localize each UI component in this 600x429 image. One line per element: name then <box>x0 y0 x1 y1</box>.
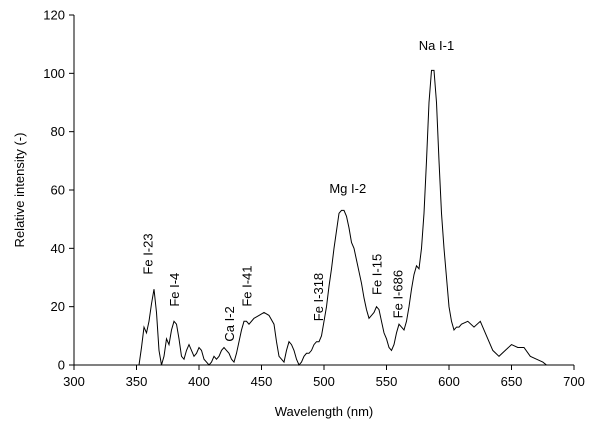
x-tick-label: 350 <box>126 374 148 389</box>
y-tick-label: 60 <box>51 183 65 198</box>
y-tick-label: 40 <box>51 241 65 256</box>
x-axis-title: Wavelength (nm) <box>275 404 374 419</box>
peak-label: Fe I-686 <box>391 270 406 318</box>
y-axis-ticks: 0 20 40 60 80 100 120 <box>43 8 74 373</box>
peak-annotations: Na I-1 Mg I-2 Fe I-23 Fe I-4 Ca I-2Fe I-41 Fe… <box>141 38 454 342</box>
peak-label: Fe I-4 <box>167 273 182 307</box>
peak-label: Na I-1 <box>419 38 454 53</box>
peak-label: Mg I-2 <box>329 181 366 196</box>
y-axis-title: Relative intensity (-) <box>12 133 27 248</box>
x-tick-label: 300 <box>63 374 85 389</box>
peak-label: Fe I-23 <box>141 233 156 274</box>
y-tick-label: 120 <box>43 8 65 23</box>
x-tick-label: 450 <box>251 374 273 389</box>
y-tick-label: 100 <box>43 66 65 81</box>
intensity-series-line <box>138 69 547 366</box>
peak-label: Ca I-2 <box>222 306 237 341</box>
x-axis-ticks: 300 350 400 450 500 550 600 650 700 <box>63 365 585 389</box>
x-tick-label: 650 <box>501 374 523 389</box>
x-tick-label: 600 <box>438 374 460 389</box>
peak-label: Fe I-15 <box>370 254 385 295</box>
y-tick-label: 80 <box>51 124 65 139</box>
x-tick-label: 550 <box>376 374 398 389</box>
x-tick-label: 700 <box>563 374 585 389</box>
peak-label: Fe I-41 <box>240 265 255 306</box>
y-tick-label: 0 <box>58 358 65 373</box>
peak-label: Fe I-318 <box>311 273 326 321</box>
y-tick-label: 20 <box>51 299 65 314</box>
x-tick-label: 400 <box>188 374 210 389</box>
x-tick-label: 500 <box>313 374 335 389</box>
